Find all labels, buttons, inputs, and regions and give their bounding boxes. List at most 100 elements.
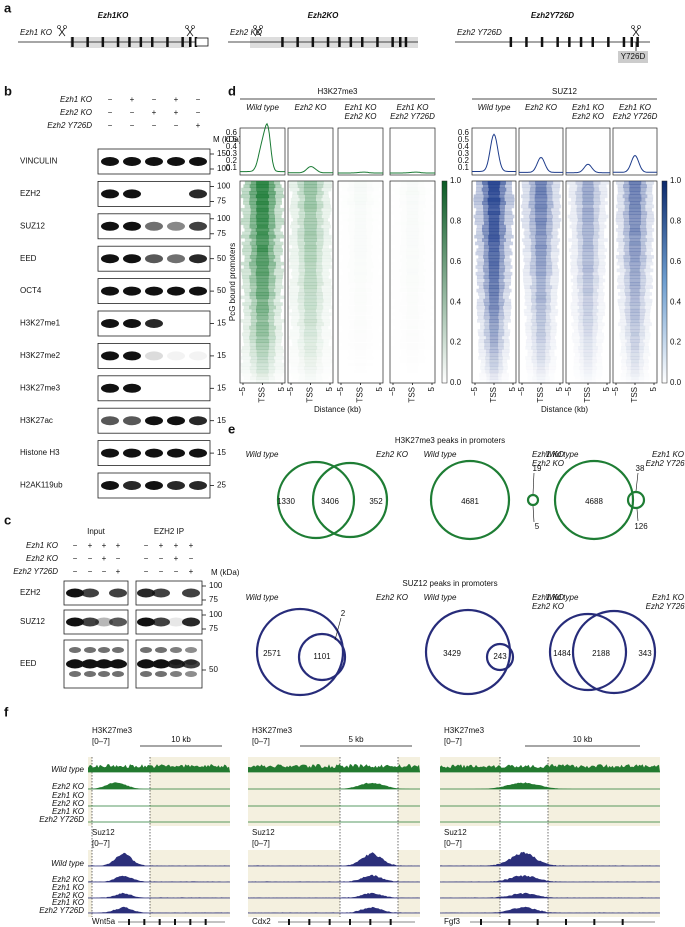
heatmap-cell	[297, 184, 324, 189]
heatmap-cell	[624, 191, 646, 195]
heatmap-cell	[355, 282, 366, 286]
gene-exon	[349, 919, 351, 925]
gene-name: Cdx2	[252, 917, 271, 926]
heatmap-cell	[244, 292, 281, 296]
venn-count: 4688	[585, 497, 603, 506]
blot-name: EZH2	[20, 588, 41, 597]
heatmap-cell	[480, 362, 508, 367]
heatmap-cell	[250, 319, 275, 323]
sample-label: Ezh1 KO	[572, 103, 604, 112]
heatmap-cell	[529, 234, 553, 239]
marker-label: 15	[217, 319, 226, 328]
heatmap-cell	[576, 224, 600, 229]
lane-sign: +	[102, 541, 107, 550]
heatmap-cell	[583, 349, 593, 353]
heatmap-cell	[583, 339, 593, 343]
heatmap-cell	[536, 282, 546, 286]
heatmap-cell	[484, 345, 504, 350]
scissors	[191, 25, 195, 29]
heatmap-cell	[524, 228, 558, 232]
heatmap-cell	[242, 345, 283, 350]
profile-tick: 0.2	[458, 156, 470, 165]
heatmap-cell	[615, 181, 655, 185]
heatmap-cell	[488, 271, 500, 276]
heatmap-cell	[488, 194, 500, 199]
heatmap-cell	[577, 295, 599, 300]
heatmap-cell	[244, 255, 281, 259]
profile-tick: 0.4	[226, 142, 238, 151]
scale-label: 5 kb	[348, 735, 364, 744]
band	[182, 617, 200, 627]
heatmap-cell	[578, 319, 598, 323]
marker-label: 15	[217, 351, 226, 360]
heatmap-cell	[537, 366, 545, 370]
heatmap-cell	[291, 244, 330, 249]
heatmap-cell	[255, 194, 270, 199]
heatmap-cell	[620, 339, 650, 343]
heatmap-cell	[624, 241, 646, 246]
signal-track	[248, 874, 420, 882]
heatmap-cell	[297, 231, 324, 236]
heatmap-cell	[303, 282, 318, 286]
band	[145, 319, 163, 328]
heatmap-cell	[576, 258, 600, 263]
heatmap-cell	[625, 268, 645, 273]
heatmap-cell	[249, 261, 276, 266]
heatmap-cell	[483, 329, 505, 333]
heatmap-cell	[406, 269, 418, 273]
heatmap-cell	[255, 342, 270, 347]
exon	[116, 37, 120, 47]
heatmap-cell	[535, 181, 547, 185]
heatmap-cell	[256, 187, 269, 192]
band	[145, 351, 163, 361]
band	[140, 647, 152, 653]
heatmap-cell	[570, 278, 606, 283]
heatmap-cell	[355, 316, 366, 320]
heatmap-cell	[297, 181, 324, 185]
heatmap-cell	[478, 332, 510, 337]
heatmap-cell	[524, 261, 558, 266]
heatmap-cell	[618, 244, 652, 249]
band	[182, 659, 200, 669]
colorbar-tick: 0.0	[670, 378, 682, 387]
gene-exon	[369, 919, 372, 925]
exon	[181, 37, 184, 47]
heatmap-cell	[256, 376, 269, 380]
heatmap-cell	[488, 187, 500, 192]
venn-circle	[276, 460, 356, 540]
heatmap-cell	[483, 312, 505, 316]
heatmap-cell	[582, 261, 594, 266]
signal-track	[248, 892, 420, 898]
signal-track	[88, 782, 230, 789]
heatmap-cell	[582, 302, 594, 306]
heatmap-cell	[582, 201, 594, 205]
heatmap-cell	[406, 312, 419, 316]
heatmap-cell	[582, 251, 594, 256]
band	[182, 588, 200, 598]
blot-name: SUZ12	[20, 221, 45, 230]
venn-circle	[553, 459, 635, 541]
heatmap-cell	[489, 315, 499, 320]
heatmap-cell	[241, 332, 284, 337]
heatmap-cell	[303, 184, 318, 189]
heatmap-cell	[241, 349, 284, 353]
profile-frame	[518, 127, 564, 176]
heatmap-cell	[536, 275, 546, 279]
heatmap-cell	[626, 319, 644, 323]
track-range: [0–7]	[92, 839, 110, 848]
heatmap-cell	[531, 241, 551, 246]
heatmap-cell	[536, 312, 546, 316]
heatmap-cell	[484, 342, 504, 347]
heatmap-cell	[406, 336, 419, 340]
heatmap-cell	[624, 234, 646, 239]
heatmap-cell	[407, 359, 419, 363]
exon	[540, 37, 544, 47]
sample-label: Wild type	[246, 103, 279, 112]
heatmap-cell	[630, 352, 640, 357]
heatmap-cell	[625, 298, 645, 303]
heatmap-cell	[629, 221, 641, 226]
band	[167, 617, 185, 627]
heatmap-cell	[582, 204, 594, 209]
signal-track	[88, 852, 230, 866]
heatmap-cell	[304, 194, 317, 199]
